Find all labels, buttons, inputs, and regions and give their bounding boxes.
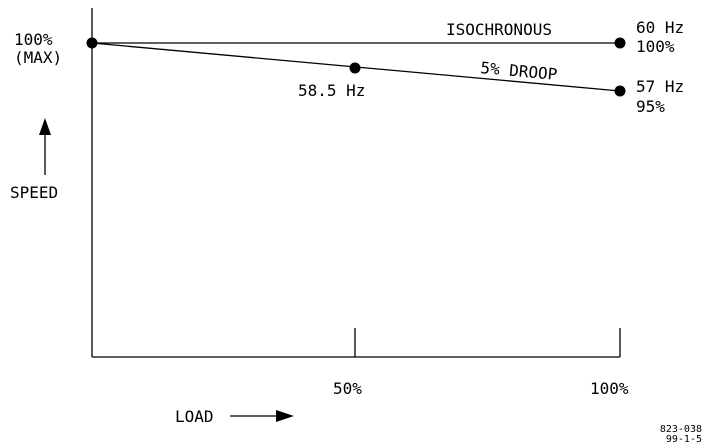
figure-code-line1: 823-038 — [660, 424, 702, 435]
isochronous-label: ISOCHRONOUS — [446, 20, 552, 39]
arrow-right-icon — [276, 410, 294, 422]
droop-end-point — [614, 85, 626, 97]
y-top-sub-label: (MAX) — [14, 48, 62, 67]
x-tick-label-50: 50% — [333, 379, 362, 398]
droop-end-freq: 57 Hz — [636, 77, 684, 96]
y-axis-label: SPEED — [10, 183, 58, 202]
x-axis-label: LOAD — [175, 407, 214, 426]
arrow-up-icon — [39, 118, 51, 135]
isochronous-end-pct: 100% — [636, 37, 675, 56]
isochronous-end-point — [614, 37, 626, 49]
y-top-label: 100% — [14, 30, 53, 49]
figure-code-line2: 99-1-5 — [666, 434, 702, 445]
droop-mid-freq: 58.5 Hz — [298, 81, 365, 100]
isochronous-end-freq: 60 Hz — [636, 18, 684, 37]
droop-mid-point — [349, 62, 361, 74]
x-tick-label-100: 100% — [590, 379, 629, 398]
droop-end-pct: 95% — [636, 97, 665, 116]
droop-label: 5% DROOP — [480, 58, 558, 84]
origin-point — [86, 37, 98, 49]
